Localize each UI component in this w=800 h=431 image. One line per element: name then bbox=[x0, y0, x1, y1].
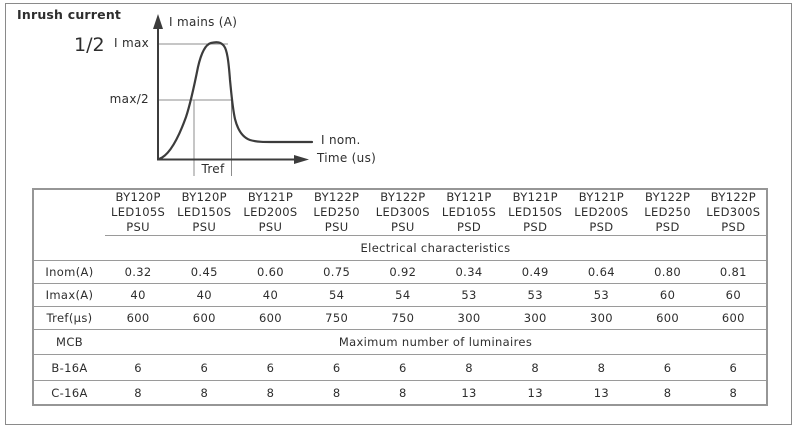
column-header: BY121P LED105S PSD bbox=[435, 189, 503, 236]
row-label: C-16A bbox=[51, 385, 88, 400]
inom-label: I nom. bbox=[321, 133, 361, 147]
cell-value: 300 bbox=[568, 306, 635, 330]
cell-value: 0.32 bbox=[105, 260, 172, 284]
cell-value: 60 bbox=[700, 283, 767, 307]
column-header: BY120P LED105S PSU bbox=[105, 189, 172, 236]
cell-value: 750 bbox=[303, 306, 370, 330]
imax-label: I max bbox=[114, 36, 149, 50]
table-row-imax: Imax(A) 40 40 40 54 54 53 53 53 60 60 bbox=[33, 283, 767, 307]
cell-value: 60 bbox=[634, 283, 701, 307]
x-axis-label: Time (us) bbox=[317, 151, 377, 165]
cell-value: 0.49 bbox=[502, 260, 569, 284]
cell-value: 40 bbox=[237, 283, 304, 307]
cell-value: 6 bbox=[171, 354, 238, 381]
cell-value: 53 bbox=[435, 283, 503, 307]
characteristics-table: BY120P LED105S PSU BY120P LED150S PSU BY… bbox=[32, 188, 768, 406]
cell-value: 8 bbox=[399, 385, 407, 400]
electrical-section-header: Electrical characteristics bbox=[105, 235, 767, 261]
fraction-label: 1/2 bbox=[74, 34, 105, 56]
cell-value: 8 bbox=[729, 385, 738, 400]
row-label: Tref(µs) bbox=[33, 306, 105, 330]
cell-value: 8 bbox=[502, 354, 569, 381]
cell-value: 53 bbox=[568, 283, 635, 307]
cell-value: 40 bbox=[171, 283, 238, 307]
cell-value: 8 bbox=[332, 385, 341, 400]
column-header: BY120P LED150S PSU bbox=[171, 189, 238, 236]
cell-value: 0.75 bbox=[303, 260, 370, 284]
column-header: BY121P LED200S PSD bbox=[568, 189, 635, 236]
cell-value: 8 bbox=[663, 385, 672, 400]
y-axis-arrow-icon bbox=[153, 14, 163, 29]
column-header: BY121P LED150S PSD bbox=[502, 189, 569, 236]
cell-value: 300 bbox=[502, 306, 569, 330]
page-border-frame bbox=[5, 3, 792, 425]
cell-value: 300 bbox=[435, 306, 503, 330]
table-row-b16a: B-16A 6 6 6 6 6 8 8 8 6 6 bbox=[33, 354, 767, 381]
cell-value: 0.34 bbox=[435, 260, 503, 284]
page-title: Inrush current bbox=[17, 7, 122, 22]
cell-value: 6 bbox=[237, 354, 304, 381]
model-header-row: BY120P LED105S PSU BY120P LED150S PSU BY… bbox=[33, 189, 767, 236]
cell-value: 600 bbox=[237, 306, 304, 330]
cell-value: 6 bbox=[634, 354, 701, 381]
column-header: BY121P LED200S PSU bbox=[237, 189, 304, 236]
cell-value: 0.92 bbox=[369, 260, 436, 284]
cell-value: 0.64 bbox=[568, 260, 635, 284]
corner-cell bbox=[33, 189, 105, 236]
cell-value: 8 bbox=[266, 385, 275, 400]
table-row-tref: Tref(µs) 600 600 600 750 750 300 300 300… bbox=[33, 306, 767, 330]
table-row-c16a: C-16A 8 8 8 8 8 13 13 13 8 8 bbox=[33, 381, 767, 406]
cell-value: 8 bbox=[134, 385, 142, 400]
table-row-inom: Inom(A) 0.32 0.45 0.60 0.75 0.92 0.34 0.… bbox=[33, 260, 767, 284]
row-label: Inom(A) bbox=[33, 260, 105, 284]
cell-value: 0.45 bbox=[171, 260, 238, 284]
cell-value: 0.81 bbox=[700, 260, 767, 284]
row-label: Imax(A) bbox=[33, 283, 105, 307]
inrush-current-curve bbox=[157, 41, 314, 161]
cell-value: 0.80 bbox=[634, 260, 701, 284]
inrush-current-chart bbox=[153, 14, 314, 176]
luminaires-section-header: Maximum number of luminaires bbox=[105, 329, 767, 355]
x-axis-arrow-icon bbox=[294, 155, 309, 164]
cell-value: 13 bbox=[527, 385, 543, 400]
empty-label-cell bbox=[33, 235, 105, 261]
mcb-section-row: MCB Maximum number of luminaires bbox=[33, 329, 767, 355]
electrical-section-row: Electrical characteristics bbox=[33, 235, 767, 261]
cell-value: 13 bbox=[461, 385, 477, 400]
cell-value: 54 bbox=[369, 283, 436, 307]
cell-value: 600 bbox=[171, 306, 238, 330]
cell-value: 6 bbox=[369, 354, 436, 381]
cell-value: 0.60 bbox=[237, 260, 304, 284]
cell-value: 6 bbox=[105, 354, 172, 381]
cell-value: 8 bbox=[568, 354, 635, 381]
max2-label: max/2 bbox=[109, 92, 149, 106]
cell-value: 53 bbox=[502, 283, 569, 307]
cell-value: 40 bbox=[105, 283, 172, 307]
cell-value: 8 bbox=[435, 354, 503, 381]
column-header: BY122P LED300S PSU bbox=[369, 189, 436, 236]
column-header: BY122P LED250 PSU bbox=[303, 189, 370, 236]
column-header: BY122P LED300S PSD bbox=[700, 189, 767, 236]
column-header: BY122P LED250 PSD bbox=[634, 189, 701, 236]
cell-value: 13 bbox=[593, 385, 610, 400]
cell-value: 54 bbox=[303, 283, 370, 307]
y-axis-label: I mains (A) bbox=[169, 15, 238, 29]
cell-value: 6 bbox=[303, 354, 370, 381]
tref-label: Tref bbox=[201, 162, 225, 176]
cell-value: 600 bbox=[700, 306, 767, 330]
cell-value: 750 bbox=[369, 306, 436, 330]
cell-value: 6 bbox=[700, 354, 767, 381]
row-label: MCB bbox=[33, 329, 105, 355]
cell-value: 8 bbox=[200, 385, 209, 400]
cell-value: 600 bbox=[634, 306, 701, 330]
cell-value: 600 bbox=[105, 306, 172, 330]
row-label: B-16A bbox=[33, 354, 105, 381]
